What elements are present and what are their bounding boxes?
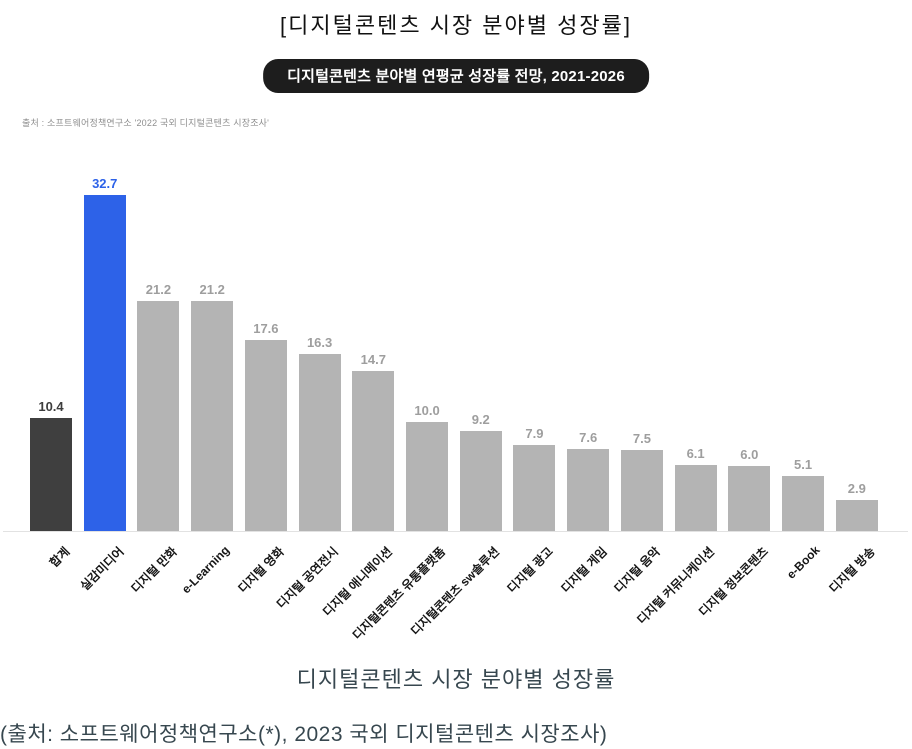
- bar-chart: 10.4 합계 32.7 실감미디어 21.2 디지털 만화 21.2 e-Learning 1…: [30, 176, 878, 643]
- bar-value-label: 17.6: [253, 320, 279, 336]
- bar-slot: 7.9 디지털 광고: [504, 176, 556, 596]
- category-label: 실감미디어: [77, 544, 127, 594]
- bar-slot: 2.9 디지털 방송: [827, 176, 878, 596]
- bar-value-label: 6.0: [740, 446, 759, 462]
- category-label: e-Book: [784, 543, 823, 582]
- category-label: 디지털 게임: [558, 544, 610, 596]
- bar-value-label: 7.6: [579, 429, 598, 445]
- bar-slot: 10.0 디지털콘텐츠 유통플랫폼: [350, 176, 449, 642]
- chart-source-note: 출처 : 소프트웨어정책연구소 '2022 국외 디지털콘텐츠 시장조사': [22, 118, 270, 128]
- bar-slot: 10.4 합계: [30, 176, 72, 570]
- bar: [406, 422, 449, 531]
- bar: [83, 195, 126, 531]
- bar-slot: 21.2 디지털 만화: [128, 176, 180, 596]
- bar: [782, 475, 825, 531]
- bar-slot: 14.7 디지털 애니메이션: [320, 176, 395, 619]
- bar-value-label: 14.7: [360, 352, 386, 368]
- bar-value-label: 10.0: [414, 403, 440, 419]
- bar-slot: 16.3 디지털 공연전시: [274, 176, 341, 611]
- bar-slot: 5.1 e-Book: [782, 176, 825, 582]
- bar: [835, 499, 878, 531]
- bar-slot: 17.6 디지털 영화: [236, 176, 287, 596]
- page-title: [디지털콘텐츠 시장 분야별 성장률]: [280, 13, 632, 38]
- bar-slot: 7.5 디지털 음악: [612, 176, 663, 596]
- bar: [620, 449, 663, 531]
- figure-caption: 디지털콘텐츠 시장 분야별 성장률: [296, 667, 616, 692]
- bar-slot: 6.0 디지털 정보콘텐츠: [696, 176, 771, 619]
- category-label: 디지털콘텐츠 유통플랫폼: [350, 544, 449, 643]
- category-label: 디지털 음악: [611, 544, 664, 596]
- bar-value-label: 21.2: [199, 281, 225, 297]
- bar-slot: 21.2 e-Learning: [179, 176, 234, 596]
- bar: [298, 354, 341, 531]
- bar-value-label: 7.5: [632, 430, 651, 446]
- bar: [244, 339, 287, 531]
- bar-value-label: 32.7: [92, 176, 118, 191]
- bar-slot: 6.1 디지털 커뮤니케이션: [634, 176, 717, 627]
- category-label: e-Learning: [178, 543, 233, 597]
- bar-value-label: 21.2: [145, 281, 172, 297]
- bar: [30, 418, 72, 531]
- bar-value-label: 7.9: [525, 426, 544, 442]
- bar: [674, 464, 717, 531]
- chart-title-badge: 디지털콘텐츠 분야별 연평균 성장률 전망, 2021-2026: [263, 59, 649, 93]
- bar-slot: 7.6 디지털 게임: [558, 176, 610, 596]
- bar-value-label: 10.4: [38, 399, 64, 415]
- bar-value-label: 16.3: [306, 335, 333, 350]
- bar: [728, 465, 771, 531]
- bar: [137, 300, 180, 531]
- category-label: 디지털 광고: [504, 544, 556, 596]
- bar: [191, 300, 234, 531]
- bar-value-label: 9.2: [471, 412, 490, 428]
- category-label: 합계: [46, 544, 73, 570]
- bar: [513, 445, 556, 531]
- bar: [352, 371, 395, 531]
- x-axis-line: [3, 531, 908, 532]
- bar: [459, 431, 502, 531]
- bar-value-label: 5.1: [794, 456, 813, 472]
- bar: [567, 448, 610, 531]
- bar-slot: 32.7 실감미디어: [77, 176, 126, 593]
- bar-value-label: 2.9: [847, 480, 866, 496]
- bar-value-label: 6.1: [686, 445, 705, 461]
- category-label: 디지털 만화: [128, 544, 180, 596]
- figure-source: (출처: 소프트웨어정책연구소(*), 2023 국외 디지털콘텐츠 시장조사): [0, 723, 608, 746]
- bars-container: 10.4 합계 32.7 실감미디어 21.2 디지털 만화 21.2 e-Learning 1…: [30, 176, 878, 643]
- category-label: 디지털 영화: [235, 544, 288, 596]
- bar-slot: 9.2 디지털콘텐츠 sw솔루션: [408, 176, 502, 638]
- category-label: 디지털 방송: [826, 544, 879, 596]
